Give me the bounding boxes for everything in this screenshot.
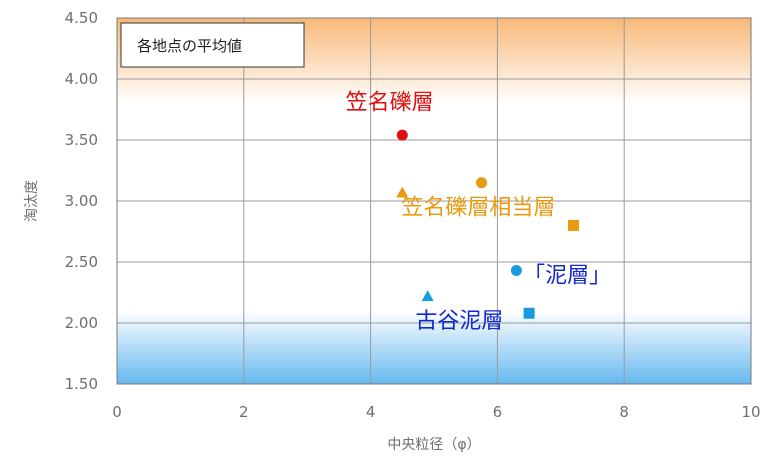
- y-axis-title: 淘汰度: [24, 180, 40, 222]
- y-tick-label: 4.50: [65, 9, 98, 27]
- x-tick-label: 2: [239, 403, 249, 421]
- y-tick-label: 2.50: [65, 253, 98, 271]
- data-point-circle: [396, 129, 408, 141]
- x-tick-label: 0: [112, 403, 122, 421]
- legend-box: 各地点の平均値: [120, 22, 305, 68]
- legend-box-frame: [120, 22, 305, 68]
- series-annotation-label: 古谷泥層: [415, 309, 503, 334]
- y-tick-label: 4.00: [65, 70, 98, 88]
- x-tick-label: 8: [619, 403, 629, 421]
- y-tick-label: 3.00: [65, 192, 98, 210]
- data-point-triangle: [396, 186, 409, 198]
- data-point-square: [523, 307, 535, 319]
- data-point-circle: [510, 265, 522, 277]
- x-tick-label: 10: [741, 403, 760, 421]
- series-annotation-label: 「泥層」: [523, 264, 611, 289]
- y-tick-label: 1.50: [65, 375, 98, 393]
- data-points: [396, 129, 579, 319]
- x-tick-label: 4: [366, 403, 376, 421]
- series-annotation-label: 笠名礫層相当層: [401, 195, 555, 220]
- data-point-circle: [476, 177, 488, 189]
- y-tick-label: 3.50: [65, 131, 98, 149]
- legend-box-label: 各地点の平均値: [137, 37, 242, 55]
- data-point-square: [567, 219, 579, 231]
- y-tick-label: 2.00: [65, 314, 98, 332]
- data-point-triangle: [421, 290, 434, 302]
- x-axis-title: 中央粒径（φ）: [387, 437, 480, 453]
- tick-labels: 0 2 4 6 8 10 1.50 2.00 2.50 3.00 3.50 4.00 4.50: [65, 9, 761, 421]
- plot-frame: [116, 17, 752, 385]
- series-annotation-label: 笠名礫層: [346, 91, 434, 116]
- x-tick-label: 6: [493, 403, 503, 421]
